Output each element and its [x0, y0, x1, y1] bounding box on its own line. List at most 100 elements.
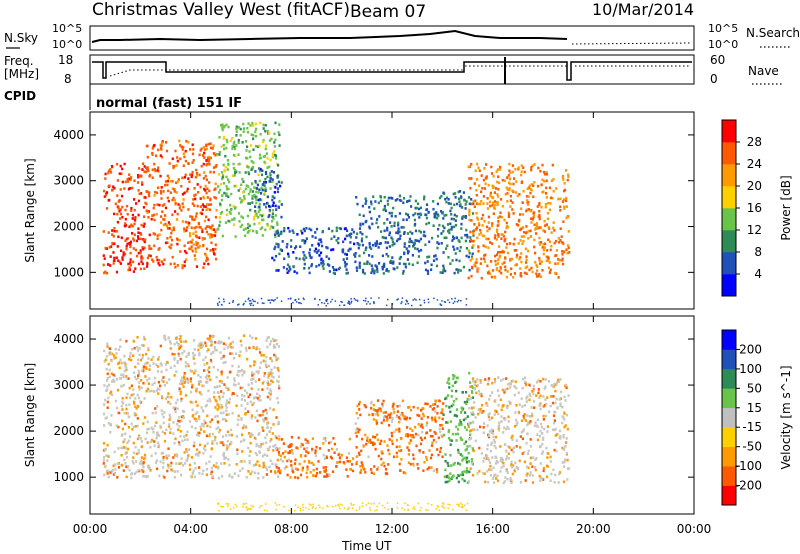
- data-cell: [564, 399, 567, 402]
- data-cell: [198, 391, 201, 394]
- data-cell: [133, 346, 136, 350]
- data-cell: [141, 256, 144, 260]
- data-cell: [314, 454, 317, 458]
- colorbar-tick-label: 50: [747, 381, 762, 395]
- data-cell: [400, 458, 403, 461]
- data-cell: [171, 187, 174, 190]
- data-cell: [485, 454, 489, 458]
- data-cell: [248, 454, 251, 458]
- data-cell: [470, 458, 473, 461]
- data-cell: [159, 174, 162, 178]
- data-cell: [358, 227, 362, 230]
- data-cell: [449, 454, 452, 457]
- data-cell: [300, 229, 303, 233]
- data-cell: [306, 465, 309, 469]
- data-cell: [555, 239, 558, 243]
- data-cell: [412, 507, 414, 510]
- data-cell: [242, 127, 245, 130]
- data-cell: [430, 444, 434, 447]
- data-cell: [367, 301, 369, 303]
- data-cell: [266, 222, 269, 226]
- data-cell: [495, 230, 499, 233]
- data-cell: [108, 383, 111, 387]
- data-cell: [411, 429, 414, 432]
- data-cell: [146, 387, 149, 391]
- data-cell: [497, 235, 500, 238]
- data-cell: [456, 202, 459, 206]
- data-cell: [291, 469, 294, 473]
- data-cell: [114, 468, 117, 471]
- data-cell: [250, 432, 253, 435]
- data-cell: [494, 259, 497, 263]
- data-cell: [223, 135, 226, 139]
- data-cell: [492, 174, 495, 178]
- data-cell: [146, 166, 149, 169]
- data-cell: [428, 240, 431, 244]
- data-cell: [190, 245, 193, 248]
- data-cell: [166, 196, 169, 200]
- data-cell: [269, 139, 272, 142]
- data-cell: [365, 297, 367, 300]
- data-cell: [239, 225, 242, 229]
- data-cell: [214, 243, 217, 247]
- data-cell: [155, 255, 158, 259]
- data-cell: [246, 226, 250, 230]
- data-cell: [404, 502, 406, 505]
- data-cell: [529, 235, 533, 238]
- data-cell: [260, 192, 263, 195]
- data-cell: [242, 228, 245, 232]
- data-cell: [468, 406, 471, 410]
- data-cell: [375, 221, 378, 225]
- data-cell: [112, 234, 115, 238]
- data-cell: [494, 446, 497, 450]
- data-cell: [496, 193, 499, 196]
- data-cell: [464, 448, 467, 452]
- data-cell: [314, 236, 317, 239]
- data-cell: [131, 213, 134, 217]
- data-cell: [389, 416, 392, 419]
- data-cell: [184, 438, 187, 442]
- data-cell: [125, 465, 128, 469]
- data-cell: [211, 335, 214, 339]
- data-cell: [275, 436, 278, 440]
- data-cell: [502, 464, 505, 468]
- data-cell: [266, 175, 269, 179]
- data-cell: [145, 209, 148, 213]
- data-cell: [277, 467, 280, 470]
- data-cell: [274, 154, 277, 157]
- data-cell: [225, 448, 228, 452]
- data-cell: [431, 418, 434, 422]
- data-cell: [232, 166, 235, 170]
- data-cell: [185, 378, 188, 381]
- data-cell: [348, 234, 351, 237]
- data-cell: [259, 213, 262, 217]
- data-cell: [247, 395, 250, 399]
- data-cell: [162, 421, 165, 425]
- data-cell: [227, 388, 230, 391]
- station-title: Christmas Valley West (fitACF): [92, 0, 350, 20]
- data-cell: [384, 236, 387, 240]
- data-cell: [557, 197, 560, 201]
- data-cell: [155, 363, 158, 366]
- data-cell: [444, 301, 447, 303]
- data-cell: [213, 346, 216, 349]
- data-cell: [504, 265, 507, 269]
- data-cell: [377, 225, 380, 229]
- data-cell: [398, 449, 401, 453]
- data-cell: [306, 439, 309, 443]
- data-cell: [257, 370, 260, 373]
- data-cell: [124, 422, 127, 426]
- data-cell: [194, 230, 197, 234]
- data-cell: [198, 383, 201, 386]
- data-cell: [515, 255, 518, 259]
- data-cell: [202, 358, 205, 362]
- data-cell: [427, 210, 430, 214]
- data-cell: [425, 455, 428, 459]
- data-cell: [269, 227, 272, 230]
- data-cell: [211, 442, 214, 445]
- data-cell: [168, 418, 171, 421]
- data-cell: [545, 192, 548, 195]
- data-cell: [258, 167, 261, 170]
- data-cell: [496, 251, 500, 254]
- colorbar-swatch: [722, 330, 736, 350]
